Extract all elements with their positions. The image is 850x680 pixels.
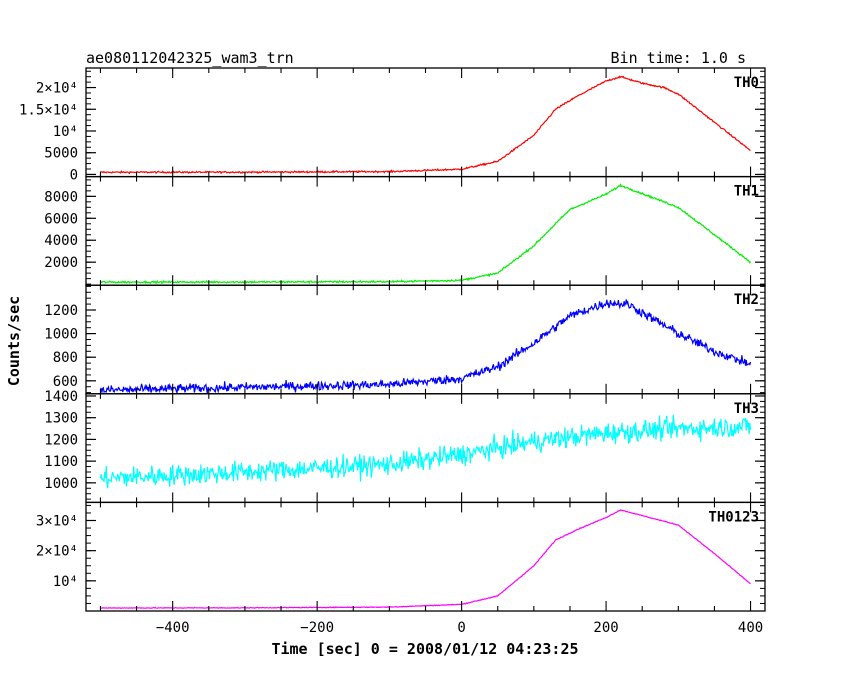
- panel-label-th1: TH1: [734, 184, 759, 200]
- panel-label-th3: TH3: [734, 401, 759, 417]
- x-tick-label: 400: [738, 620, 763, 636]
- y-tick-label-th2: 800: [53, 350, 78, 366]
- y-tick-label-th1: 8000: [44, 189, 78, 205]
- panels-group: TH00500010⁴1.5×10⁴2×10⁴TH120004000600080…: [19, 67, 766, 636]
- y-tick-label-th2: 600: [53, 374, 78, 390]
- y-tick-label-th0123: 10⁴: [53, 574, 78, 590]
- panel-th0: TH0 0 5000 10⁴ 1.5×10⁴ 2×10⁴: [19, 67, 766, 183]
- panel-frame-th3: [85, 393, 766, 504]
- panel-label-th0123: TH0123: [708, 509, 759, 525]
- panel-th0123: TH0123 10⁴ 2×10⁴ 3×10⁴: [36, 501, 766, 612]
- y-tick-label-th1: 4000: [44, 233, 78, 249]
- y-axis-title: Counts/sec: [5, 296, 23, 386]
- panel-label-th0: TH0: [734, 75, 759, 91]
- x-tick-label: 200: [593, 620, 618, 636]
- y-tick-label-th3: 1300: [44, 411, 78, 427]
- y-tick-label-th0: 0: [70, 167, 78, 183]
- series-line-th1: [100, 183, 752, 285]
- y-tick-label-th3: 1200: [44, 432, 78, 448]
- y-tick-label-th0: 5000: [44, 146, 78, 162]
- series-line-th3: [99, 414, 752, 489]
- series-line-th0123: [100, 509, 751, 609]
- panel-frame-th0123: [85, 501, 766, 612]
- y-tick-label-th0: 10⁴: [53, 124, 78, 140]
- series-line-th0: [100, 75, 751, 175]
- y-tick-label-th3: 1100: [44, 454, 78, 470]
- x-axis-title: Time [sec] 0 = 2008/01/12 04:23:25: [271, 640, 578, 658]
- y-tick-label-th3: 1000: [44, 476, 78, 492]
- series-line-th2: [100, 299, 752, 394]
- panel-th1: TH1 2000 4000 6000 8000: [44, 175, 766, 286]
- bin-time-label: Bin time: 1.0 s: [611, 49, 746, 67]
- chart-title: ae080112042325_wam3_trn: [86, 49, 294, 67]
- panel-th2: TH2 600 800 1000 1200: [44, 284, 766, 395]
- panel-label-th2: TH2: [734, 292, 759, 308]
- y-tick-label-th3: 1400: [44, 389, 78, 405]
- panel-frame-th1: [85, 175, 766, 286]
- y-tick-label-th2: 1200: [44, 303, 78, 319]
- x-tick-label: −400: [156, 620, 190, 636]
- y-tick-label-th0: 2×10⁴: [36, 81, 78, 97]
- x-tick-label: 0: [457, 620, 465, 636]
- y-tick-label-th1: 6000: [44, 211, 78, 227]
- y-tick-label-th0: 1.5×10⁴: [19, 102, 78, 118]
- y-tick-label-th0123: 2×10⁴: [36, 544, 78, 560]
- y-tick-label-th1: 2000: [44, 255, 78, 271]
- panel-frame-th2: [85, 284, 766, 395]
- panel-frame-th0: [85, 67, 766, 178]
- y-tick-label-th0123: 3×10⁴: [36, 514, 78, 530]
- y-tick-label-th2: 1000: [44, 327, 78, 343]
- x-tick-label: −200: [300, 620, 334, 636]
- panel-th3: TH3 1000 1100 1200 1300 1400: [44, 389, 766, 504]
